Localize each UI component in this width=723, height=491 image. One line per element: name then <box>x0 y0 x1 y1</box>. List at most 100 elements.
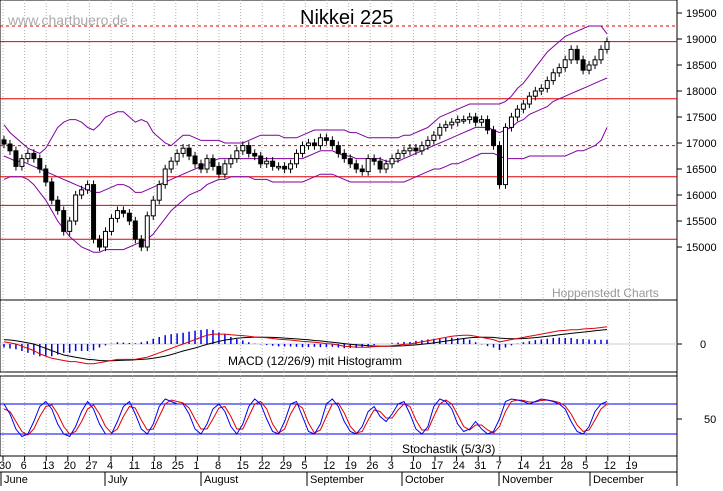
y-tick-label: 19000 <box>686 34 717 46</box>
candle-body <box>305 142 311 147</box>
y-tick-label: 16500 <box>686 164 717 176</box>
candle-body <box>395 152 401 160</box>
y-axis-ticks: 19500 19000 18500 18000 17500 17000 16500 16000… <box>677 8 717 426</box>
candle-body <box>282 165 288 170</box>
candle-body <box>479 119 485 123</box>
candle-body <box>204 158 210 170</box>
candle-body <box>520 103 526 110</box>
candle-body <box>234 150 240 160</box>
x-tick-label: 17 <box>431 460 443 472</box>
candle-body <box>377 160 383 170</box>
candle-body <box>568 48 574 61</box>
x-tick-label: 19 <box>345 460 357 472</box>
candle-body <box>359 168 365 173</box>
candle-body <box>85 184 91 191</box>
candle-body <box>401 150 407 154</box>
candle-body <box>604 41 610 50</box>
candle-body <box>502 126 508 186</box>
candle-body <box>562 59 568 69</box>
month-label: November <box>502 474 553 486</box>
candle-body <box>526 95 532 105</box>
y-tick-label: 19500 <box>686 8 717 20</box>
candle-body <box>156 184 162 201</box>
x-axis-ticks: 30 6 13 20 27 4 11 18 25 1 8 15 22 29 5 12 19 26 3 10 17 24 31… <box>0 456 677 486</box>
candle-body <box>43 168 49 183</box>
month-label: October <box>405 474 444 486</box>
candle-body <box>514 108 520 118</box>
y-tick-label: 16000 <box>686 190 717 202</box>
candle-body <box>114 210 120 219</box>
candle-body <box>437 126 443 136</box>
stochastic-label: Stochastik (5/3/3) <box>402 442 495 456</box>
candle-body <box>25 152 31 160</box>
candle-body <box>144 215 150 248</box>
candle-body <box>586 64 592 71</box>
chart-title: Nikkei 225 <box>300 7 393 29</box>
candle-body <box>347 158 353 165</box>
watermark: www.chartbuero.de <box>7 12 128 28</box>
candle-body <box>485 119 491 131</box>
stochastic-y-tick-label: 50 <box>704 414 716 426</box>
stochastic-d-line <box>3 399 608 436</box>
bollinger-upper-line <box>3 25 608 154</box>
candle-body <box>49 181 55 201</box>
candle-body <box>443 124 449 128</box>
month-label: August <box>204 474 238 486</box>
x-tick-label: 10 <box>409 460 421 472</box>
candle-body <box>425 139 431 147</box>
candle-body <box>13 150 19 167</box>
candle-body <box>198 163 204 170</box>
stochastic-panel-frame <box>0 375 678 457</box>
candle-body <box>592 59 598 66</box>
candle-body <box>532 90 538 97</box>
x-tick-label: 1 <box>193 460 199 472</box>
candle-body <box>288 163 294 170</box>
candle-body <box>544 80 550 89</box>
month-label: June <box>4 474 28 486</box>
x-tick-label: 22 <box>258 460 270 472</box>
candle-body <box>19 158 25 167</box>
month-label: July <box>108 474 128 486</box>
candle-body <box>407 147 413 152</box>
x-tick-label: 11 <box>129 460 140 472</box>
candle-body <box>461 119 467 122</box>
x-tick-label: 6 <box>21 460 27 472</box>
x-tick-label: 29 <box>280 460 292 472</box>
vertical-gridlines <box>2 0 630 456</box>
candle-body <box>150 199 156 217</box>
candle-body <box>258 155 264 165</box>
candle-body <box>192 155 198 165</box>
macd-series <box>0 326 677 365</box>
candle-body <box>270 160 276 167</box>
candle-body <box>413 147 419 152</box>
candle-body <box>37 158 43 170</box>
macd-line <box>3 326 608 365</box>
y-tick-label: 15500 <box>686 216 717 228</box>
x-tick-label: 28 <box>561 460 573 472</box>
x-tick-label: 18 <box>150 460 162 472</box>
candle-body <box>317 137 323 147</box>
x-tick-label: 15 <box>237 460 249 472</box>
candle-body <box>473 116 479 123</box>
stochastic-k-line <box>3 398 608 438</box>
candle-body <box>126 212 132 222</box>
candle-body <box>79 189 85 196</box>
candle-body <box>580 59 586 71</box>
macd-label: MACD (12/26/9) mit Histogramm <box>228 354 402 368</box>
candle-body <box>55 199 61 212</box>
x-tick-label: 20 <box>64 460 76 472</box>
x-tick-label: 19 <box>625 460 637 472</box>
price-candles <box>1 37 610 252</box>
y-tick-label: 17000 <box>686 138 717 150</box>
candle-body <box>335 145 341 154</box>
candle-body <box>228 158 234 165</box>
candle-body <box>598 48 604 61</box>
candle-body <box>294 152 300 165</box>
x-tick-label: 5 <box>301 460 307 472</box>
candle-body <box>389 158 395 165</box>
candle-body <box>556 67 562 74</box>
candle-body <box>174 152 180 162</box>
candle-body <box>353 163 359 170</box>
